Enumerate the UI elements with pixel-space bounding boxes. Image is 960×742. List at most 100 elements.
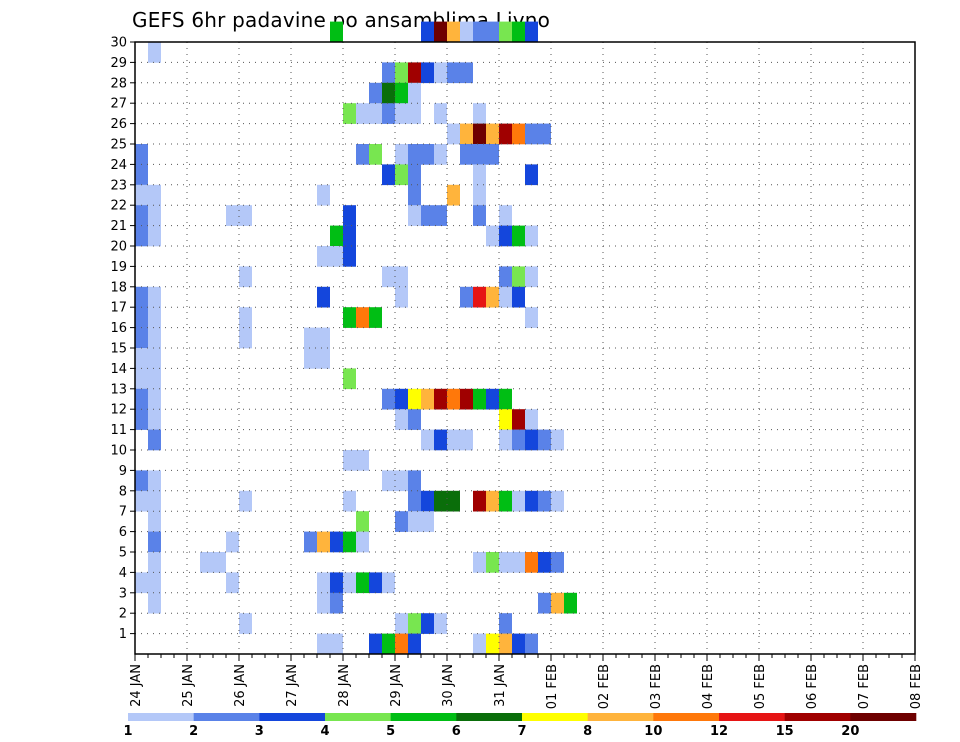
y-tick-label: 22	[110, 199, 127, 214]
heatmap-cell	[369, 144, 382, 165]
heatmap-cell	[421, 144, 434, 165]
heatmap-cell	[330, 572, 343, 594]
heatmap-cell	[382, 103, 395, 124]
heatmap-cell	[499, 286, 512, 308]
heatmap-cell	[473, 490, 486, 512]
heatmap-cell	[239, 613, 252, 634]
heatmap-cell	[421, 205, 434, 226]
heatmap-cell	[356, 450, 369, 471]
heatmap-cell	[395, 409, 408, 430]
heatmap-cell	[395, 62, 408, 84]
heatmap-cell	[135, 307, 148, 328]
x-tick-label: 08 FEB	[909, 664, 924, 709]
heatmap-cell	[382, 470, 395, 492]
heatmap-cell	[525, 633, 538, 655]
legend-swatch	[522, 713, 588, 721]
heatmap-cell	[239, 327, 252, 349]
legend-swatch	[784, 713, 851, 721]
heatmap-cell	[226, 572, 239, 594]
heatmap-cell	[447, 429, 460, 451]
heatmap-cell	[408, 511, 421, 532]
x-tick-label: 29 JAN	[389, 664, 404, 707]
heatmap-cell	[200, 552, 213, 573]
heatmap-cell	[148, 184, 161, 206]
legend-swatch	[390, 713, 457, 721]
heatmap-cell	[525, 552, 538, 573]
heatmap-cell	[512, 633, 525, 655]
heatmap-cell	[460, 286, 473, 308]
heatmap-cell	[148, 327, 161, 349]
heatmap-cell	[317, 572, 330, 594]
heatmap-cell	[447, 62, 460, 84]
legend-label: 3	[255, 724, 264, 739]
heatmap-cell	[239, 266, 252, 288]
y-tick-label: 7	[119, 505, 127, 520]
heatmap-cell	[330, 21, 343, 43]
heatmap-cell	[343, 368, 356, 390]
heatmap-cell	[486, 225, 499, 247]
heatmap-cell	[486, 286, 499, 308]
heatmap-cell	[434, 613, 447, 634]
legend-label: 15	[776, 724, 794, 739]
heatmap-cell	[447, 123, 460, 145]
legend-label: 2	[189, 724, 198, 739]
heatmap-cell	[135, 409, 148, 430]
heatmap-cell	[408, 184, 421, 206]
heatmap-cell	[434, 429, 447, 451]
heatmap-cell	[330, 633, 343, 655]
heatmap-cell	[382, 82, 395, 104]
heatmap-cell	[317, 286, 330, 308]
heatmap-cell	[525, 490, 538, 512]
heatmap-cell	[135, 144, 148, 165]
heatmap-cell	[512, 225, 525, 247]
heatmap-cell	[395, 164, 408, 186]
color-legend: 1 2 3 4 5 6 7 8 10 12 15 20	[123, 713, 917, 739]
y-tick-label: 26	[110, 117, 127, 132]
heatmap-cell	[356, 572, 369, 594]
heatmap-cell	[148, 307, 161, 328]
heatmap-cell	[512, 409, 525, 430]
heatmap-cell	[447, 184, 460, 206]
legend-label: 6	[452, 724, 461, 739]
heatmap-cell	[408, 205, 421, 226]
y-tick-label: 3	[119, 586, 127, 601]
y-tick-label: 9	[119, 464, 127, 479]
heatmap-cell	[408, 164, 421, 186]
legend-swatch	[325, 713, 391, 721]
heatmap-cell	[369, 633, 382, 655]
heatmap-cell	[135, 388, 148, 410]
heatmap-cell	[551, 490, 564, 512]
heatmap-cell	[356, 307, 369, 328]
heatmap-cell	[525, 21, 538, 43]
heatmap-cell	[382, 388, 395, 410]
y-tick-label: 30	[110, 36, 127, 51]
heatmap-cell	[486, 552, 499, 573]
heatmap-cell	[382, 164, 395, 186]
heatmap-cell	[564, 592, 577, 614]
heatmap-cell	[148, 429, 161, 451]
heatmap-cell	[486, 388, 499, 410]
heatmap-cell	[343, 490, 356, 512]
x-tick-label: 30 JAN	[441, 664, 456, 707]
heatmap-cell	[434, 490, 447, 512]
heatmap-cell	[473, 205, 486, 226]
heatmap-cell	[447, 490, 460, 512]
x-tick-label: 01 FEB	[545, 664, 560, 709]
y-tick-label: 10	[110, 444, 127, 459]
heatmap-cell	[538, 429, 551, 451]
heatmap-cell	[148, 42, 161, 63]
x-tick-label: 07 FEB	[857, 664, 872, 709]
heatmap-cell	[148, 368, 161, 390]
heatmap-cell	[473, 144, 486, 165]
heatmap-cell	[343, 307, 356, 328]
y-tick-label: 6	[119, 525, 127, 540]
y-tick-label: 15	[110, 342, 127, 357]
y-tick-label: 23	[110, 178, 127, 193]
x-tick-label: 02 FEB	[597, 664, 612, 709]
heatmap-cell	[135, 572, 148, 594]
heatmap-cell	[369, 103, 382, 124]
heatmap-cell	[395, 633, 408, 655]
heatmap-cell	[525, 164, 538, 186]
heatmap-cell	[395, 266, 408, 288]
heatmap-cell	[408, 388, 421, 410]
